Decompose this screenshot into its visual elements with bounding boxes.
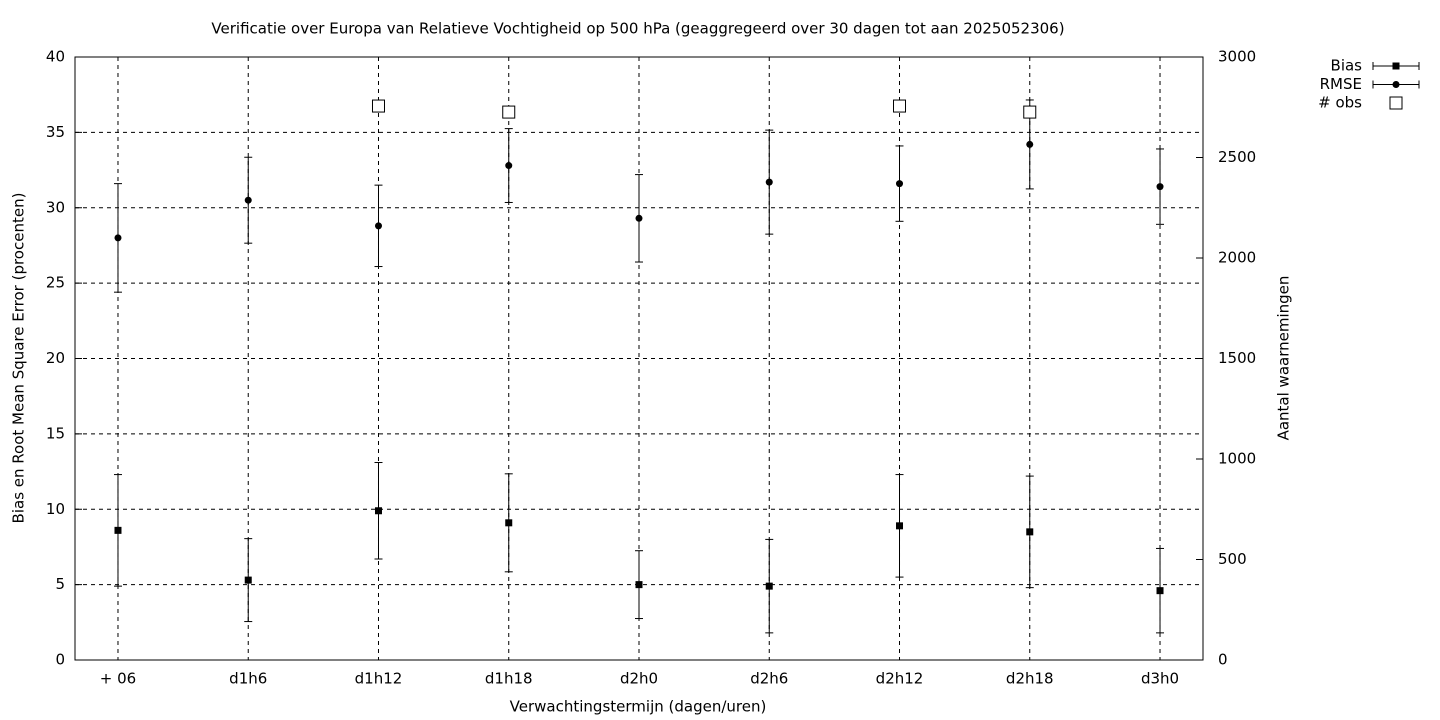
y-tick-label: 0 — [55, 651, 65, 669]
data-point — [1023, 105, 1037, 119]
y-tick-label: 10 — [46, 500, 65, 518]
x-tick-label: d2h6 — [750, 670, 788, 688]
y-tick-label: 30 — [46, 198, 65, 216]
x-axis-label: Verwachtingstermijn (dagen/uren) — [510, 698, 767, 716]
y-axis-label: Bias en Root Mean Square Error (procente… — [10, 193, 28, 524]
x-tick-label: + 06 — [100, 670, 136, 688]
data-point — [114, 234, 122, 242]
y2-tick-label: 2000 — [1218, 249, 1256, 267]
data-point — [635, 214, 643, 222]
legend-label: # obs — [1318, 94, 1362, 112]
data-point — [371, 99, 385, 113]
data-point — [893, 99, 907, 113]
data-point — [1156, 587, 1164, 595]
data-point — [114, 526, 122, 534]
y2-tick-label: 0 — [1218, 651, 1228, 669]
data-point — [765, 178, 773, 186]
y-tick-label: 5 — [55, 575, 65, 593]
data-point — [896, 180, 904, 188]
data-point — [635, 581, 643, 589]
x-tick-label: d1h12 — [355, 670, 403, 688]
y-tick-label: 25 — [46, 274, 65, 292]
legend-label: RMSE — [1320, 75, 1362, 93]
data-point — [374, 222, 382, 230]
data-point — [765, 582, 773, 590]
x-tick-label: d1h6 — [229, 670, 267, 688]
data-point — [1026, 528, 1034, 536]
x-tick-label: d1h18 — [485, 670, 533, 688]
data-point — [896, 522, 904, 530]
x-tick-label: d2h0 — [620, 670, 658, 688]
legend-label: Bias — [1331, 57, 1363, 75]
data-point — [244, 576, 252, 584]
chart-title: Verificatie over Europa van Relatieve Vo… — [211, 20, 1064, 38]
y-tick-label: 15 — [46, 424, 65, 442]
data-point — [502, 105, 516, 119]
legend-marker — [1392, 81, 1400, 88]
y-tick-label: 20 — [46, 349, 65, 367]
y-tick-label: 35 — [46, 123, 65, 141]
legend-marker — [1392, 62, 1400, 70]
data-point — [1026, 140, 1034, 148]
y2-tick-label: 1500 — [1218, 349, 1256, 367]
y2-tick-label: 500 — [1218, 550, 1247, 568]
y2-tick-label: 3000 — [1218, 48, 1256, 66]
data-point — [1156, 183, 1164, 191]
y2-tick-label: 1000 — [1218, 450, 1256, 468]
x-tick-label: d3h0 — [1141, 670, 1179, 688]
data-point — [505, 519, 513, 527]
plot-frame — [74, 56, 1204, 661]
y-tick-label: 40 — [46, 48, 65, 66]
y2-axis-label: Aantal waarnemingen — [1275, 276, 1293, 441]
y2-tick-label: 2500 — [1218, 148, 1256, 166]
legend-marker — [1389, 96, 1403, 110]
data-point — [505, 162, 513, 170]
x-tick-label: d2h12 — [876, 670, 924, 688]
data-point — [244, 196, 252, 204]
x-tick-label: d2h18 — [1006, 670, 1054, 688]
data-point — [374, 507, 382, 515]
